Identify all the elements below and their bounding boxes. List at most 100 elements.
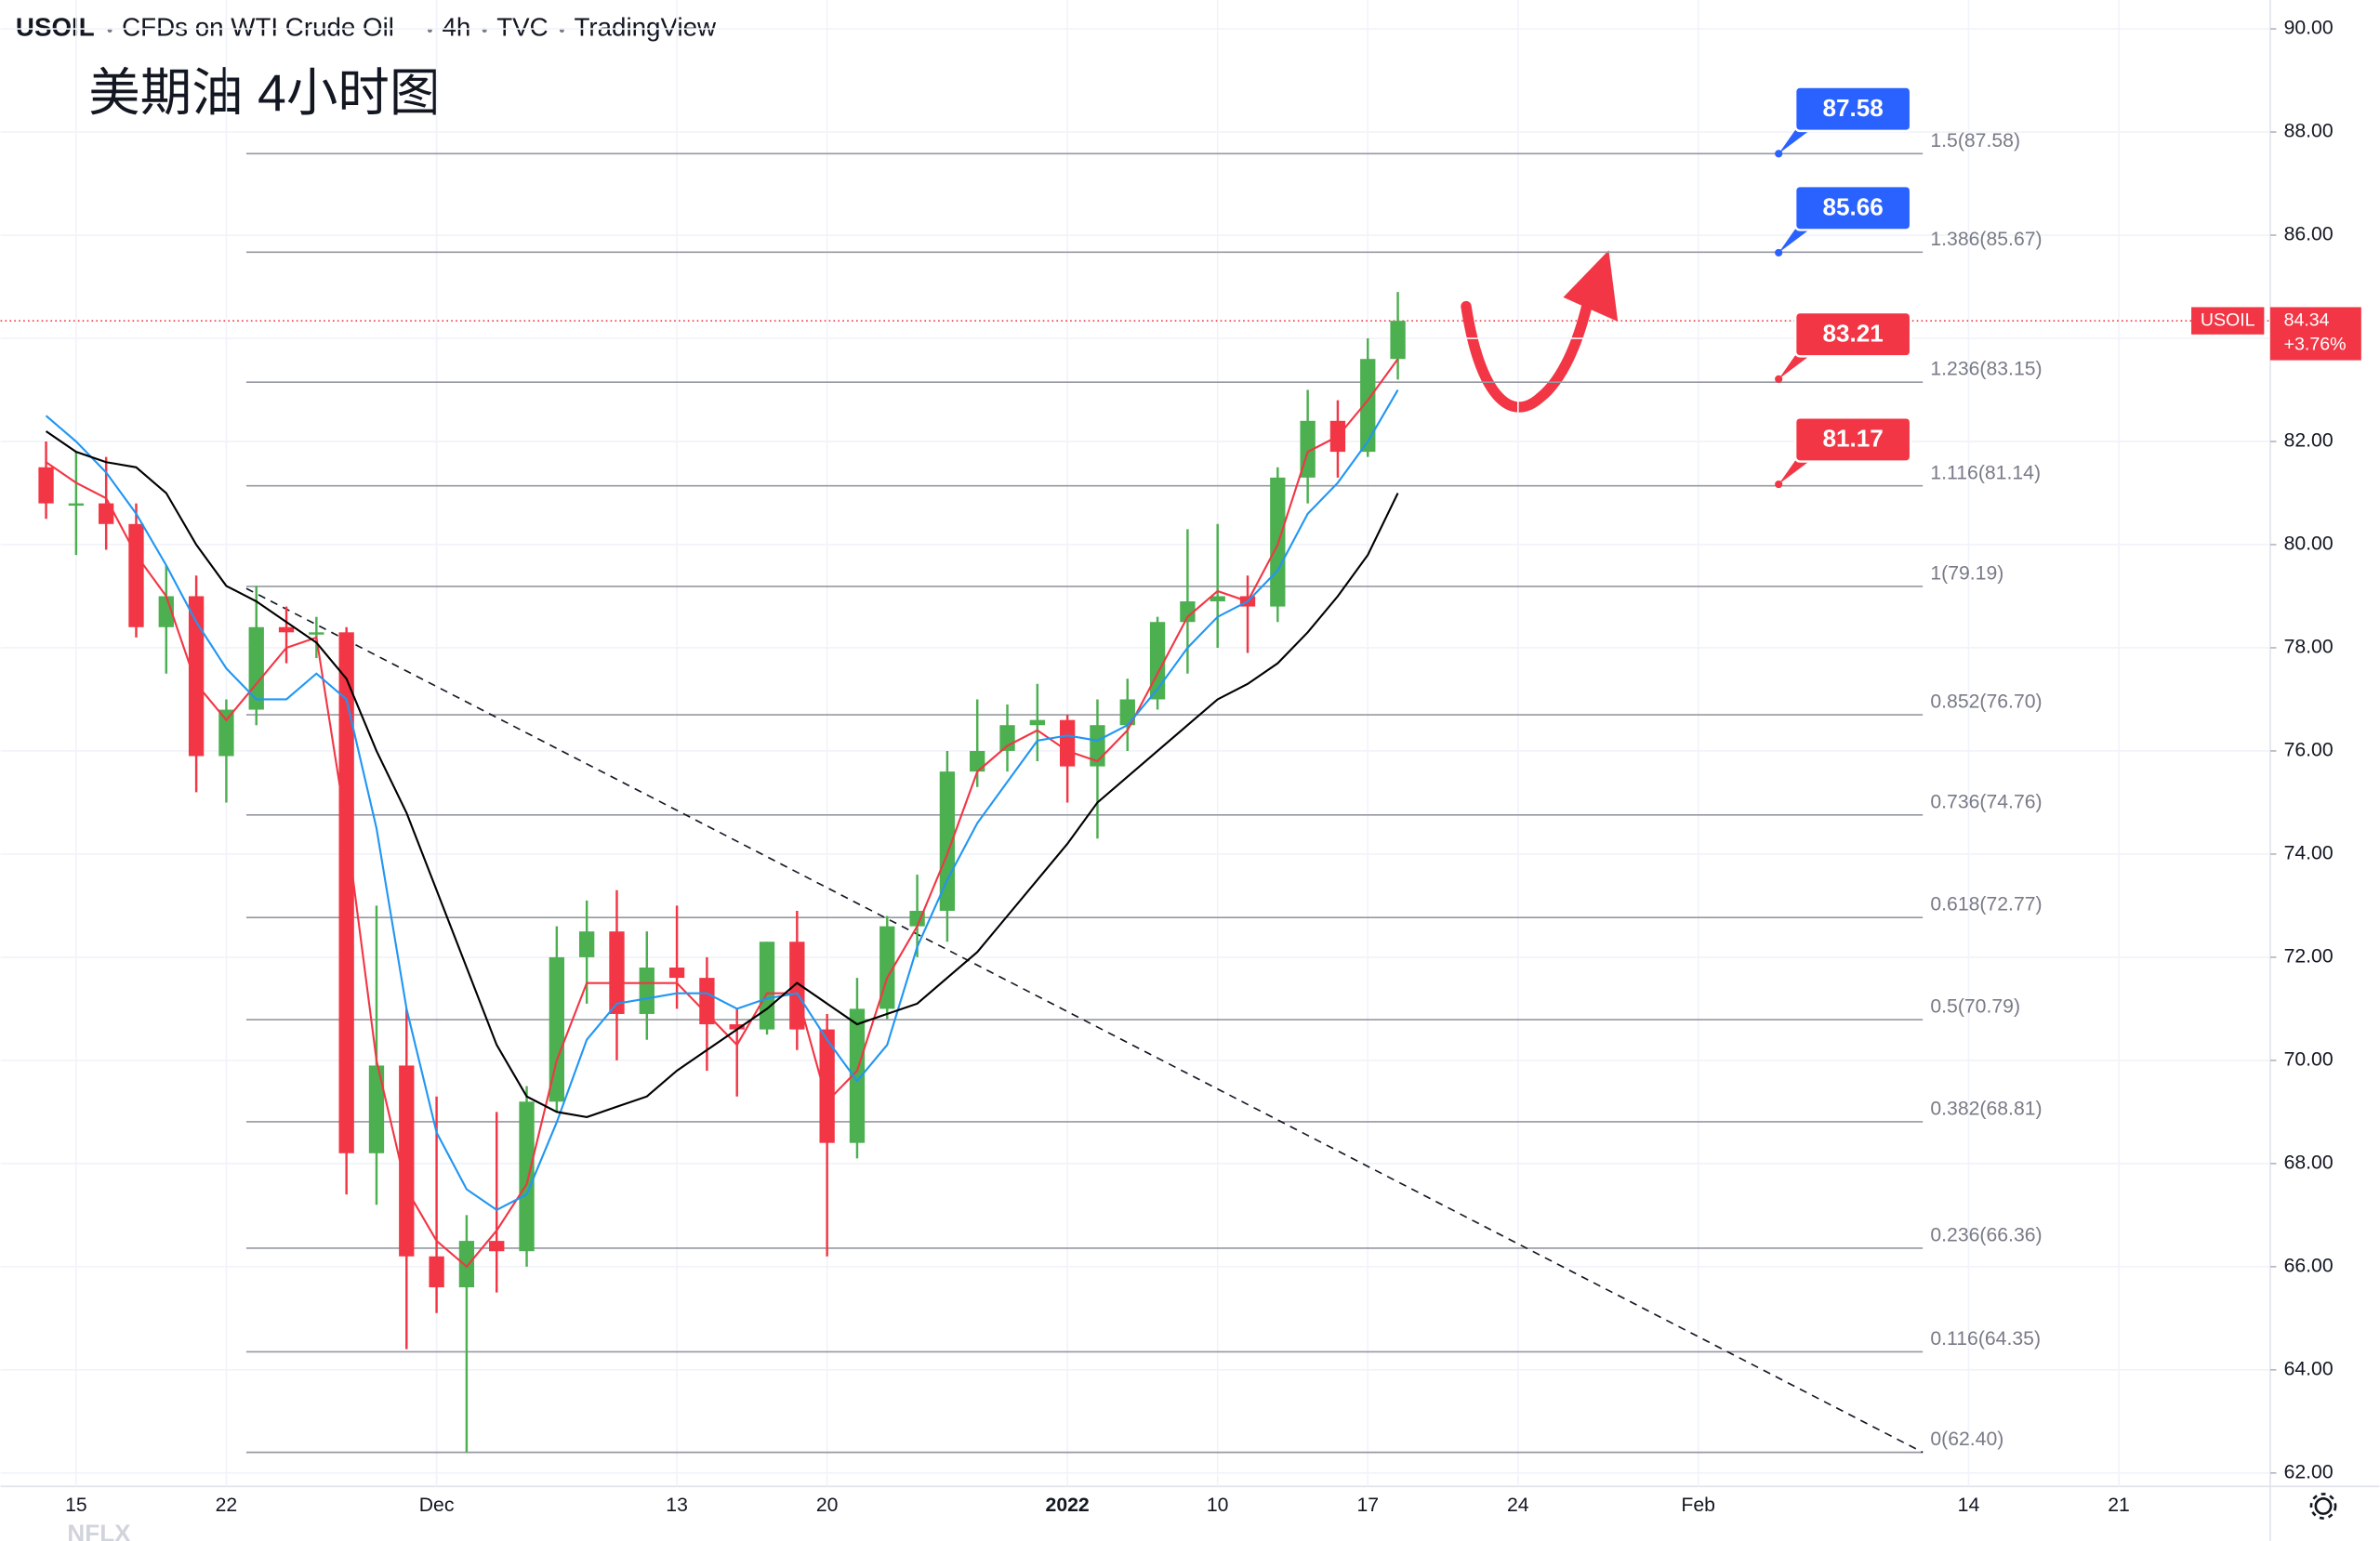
candle-body [1210,596,1225,602]
callout-box [1793,86,1912,133]
fib-label: 0.5(70.79) [1930,996,2020,1018]
source: TradingView [574,12,717,41]
y-tick-label: 64.00 [2284,1358,2334,1379]
y-tick-label: 68.00 [2284,1152,2334,1173]
y-tick-label: 78.00 [2284,637,2334,658]
candle-body [368,1065,385,1153]
fib-label: 0.618(72.77) [1930,894,2042,915]
moving-average [45,430,1399,1118]
y-tick-label: 90.00 [2284,18,2334,39]
callout-anchor [1775,248,1783,257]
candle-body [939,771,956,911]
x-tick-label: Dec [419,1495,455,1516]
callout-label: 85.66 [1822,192,1883,220]
x-tick-label: 2022 [1046,1495,1090,1516]
symbol-badge-label: USOIL [2201,310,2255,330]
y-tick-label: 88.00 [2284,121,2334,142]
x-tick-label: 22 [216,1495,238,1516]
candle-body [1029,719,1045,726]
candle-body [158,596,174,627]
candle-body [668,968,685,979]
grid [0,0,2270,1487]
callout-box [1793,184,1912,231]
candle-body [128,523,144,627]
target-callout: 87.58 [1775,86,1912,158]
fib-label: 1.236(83.15) [1930,359,2042,380]
fib-label: 1.116(81.14) [1930,462,2041,483]
x-tick-label: 17 [1356,1495,1379,1516]
callout-anchor [1775,375,1783,383]
fib-label: 0.852(76.70) [1930,691,2042,713]
callout-anchor [1775,480,1783,489]
candle-body [309,632,324,635]
fib-label: 1.5(87.58) [1930,130,2020,151]
target-callout: 83.21 [1775,310,1912,383]
candle-body [429,1256,444,1288]
x-tick-label: 10 [1207,1495,1229,1516]
y-tick-label: 72.00 [2284,946,2334,968]
fibonacci: 1.5(87.58) 1.386(85.67) 1.236(83.15) 1.116(… [245,130,2043,1454]
x-tick-label: Feb [1681,1495,1715,1516]
chart-title: 美期油 4小时图 [88,64,441,122]
exchange: TVC [496,12,548,41]
candle-body [99,503,114,524]
callout-label: 81.17 [1822,425,1883,453]
candle-body [1360,359,1376,453]
y-tick-label: 70.00 [2284,1049,2334,1071]
fib-label: 1.386(85.67) [1930,229,2042,250]
callout-box [1793,416,1912,463]
fib-label: 0.382(68.81) [1930,1098,2042,1119]
callout-box [1793,310,1912,358]
candle-body [729,1024,745,1030]
callout-label: 87.58 [1822,94,1883,122]
candle-body [458,1241,475,1288]
x-tick-label: 14 [1958,1495,1980,1516]
candle-body [278,626,295,633]
trendline [245,587,1924,1454]
moving-average [45,389,1399,1211]
candle-body [1059,719,1076,767]
candle-body [338,632,354,1153]
candle-body [579,931,595,957]
fib-label: 0(62.40) [1930,1429,2003,1450]
candle-body [970,750,985,772]
y-tick-label: 82.00 [2284,430,2334,452]
candle-body [1390,321,1406,360]
fib-label: 1(79.19) [1930,562,2003,584]
interval: 4h [442,12,470,41]
symbol-badge [2191,307,2265,335]
x-tick-label: 13 [666,1495,688,1516]
settings-icon[interactable] [2309,1493,2337,1520]
candle-body [218,709,234,757]
fib-label: 0.236(66.36) [1930,1224,2042,1245]
watermark: NFLX [67,1519,131,1541]
forecast-arrow [1461,250,1619,413]
target-callout: 81.17 [1775,416,1912,489]
moving-average [45,358,1399,1269]
header: USOIL CFDs on WTI Crude Oil 4h TVC Tradi… [16,12,717,41]
candle-body [549,956,565,1102]
fib-label: 0.736(74.76) [1930,791,2042,812]
candle-body [38,467,54,504]
y-tick-label: 86.00 [2284,224,2334,245]
candle-body [489,1241,505,1252]
symbol: USOIL [16,12,95,41]
last-price-label: 84.34 [2284,310,2330,330]
arrow-curve [1461,297,1593,413]
candle-body [1180,601,1196,623]
x-tick-label: 24 [1507,1495,1529,1516]
candle-body [609,931,625,1014]
candle-body [188,596,205,757]
gear-ring [2314,1497,2333,1515]
candle-body [519,1101,535,1252]
x-tick-label: 15 [65,1495,87,1516]
candle-body [699,978,715,1025]
candle-body [399,1065,415,1257]
x-tick-label: 20 [816,1495,839,1516]
candle-body [819,1029,835,1143]
callout-label: 83.21 [1822,319,1883,347]
candle-body [849,1008,866,1143]
